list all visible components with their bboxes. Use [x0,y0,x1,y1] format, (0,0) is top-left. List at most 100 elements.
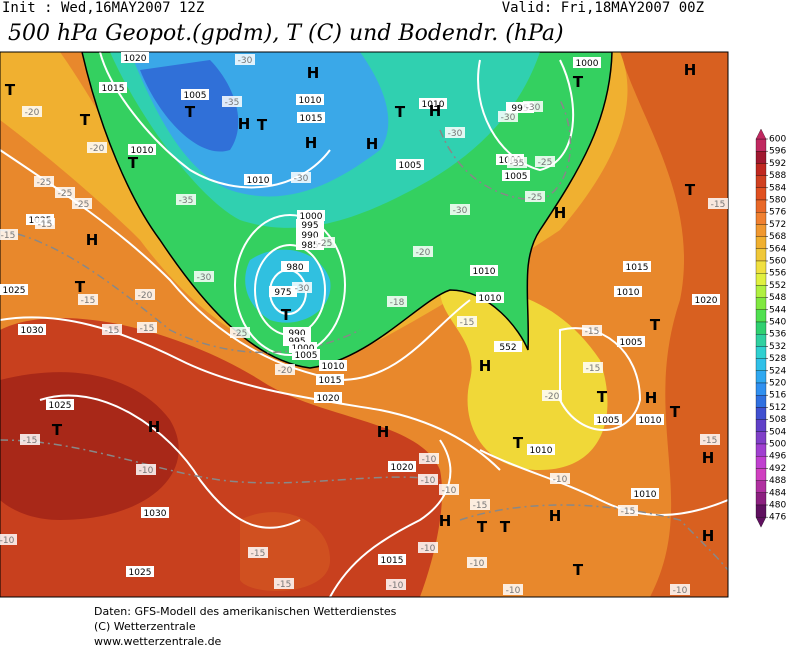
isotherm-label: -10 [139,466,154,476]
warm-region [620,52,728,597]
isobar-label-box [623,261,651,272]
legend-label: 524 [769,366,786,376]
isotherm-label-box [525,191,545,202]
legend-swatch [755,346,767,359]
legend-swatch [755,334,767,347]
isobar-label-box [297,112,325,123]
isotherm-label: -10 [0,536,15,546]
isobar-label: 975 [274,288,291,298]
legend-label: 564 [769,244,786,254]
isotherm-label: -15 [140,324,155,334]
pressure-center: H [479,357,492,375]
isobar-label-box [636,414,664,425]
isobar-label-box [296,219,324,230]
pressure-center: H [377,423,390,441]
isotherm-label: -30 [448,129,463,139]
legend-swatch [755,468,767,481]
isobar-label-box [314,392,342,403]
pressure-center: H [702,449,715,467]
isotherm-label-box [72,198,92,209]
isobar-label: 1010 [634,490,657,500]
isobar-label-box [283,327,311,338]
isotherm-label: -10 [506,586,521,596]
isotherm-label-box [413,246,433,257]
legend-label: 544 [769,305,786,315]
legend-swatch [755,382,767,396]
legend-arrow-top [755,128,767,140]
pressure-center: T [5,81,16,99]
map-area [0,52,728,597]
isotherm-label-box [498,111,518,122]
legend-label: 528 [769,354,786,364]
isobar-label: 1030 [144,509,167,519]
isobar-label: 1015 [319,376,342,386]
legend-label: 568 [769,232,786,242]
isotherm-label-box [418,542,438,553]
isotherm-label: -25 [528,193,543,203]
isotherm-label-box [248,547,268,558]
legend-swatch [755,407,767,420]
pressure-center: H [307,64,320,82]
isobar-label: 1020 [317,394,340,404]
legend-swatch [755,395,767,408]
isotherm-label-box [194,271,214,282]
isotherm-label-box [35,218,55,229]
isotherm-label: -15 [460,318,475,328]
isobar-label: 1015 [626,263,649,273]
isobar-label: 1010 [247,176,270,186]
legend-swatch [755,370,767,384]
isobar-label: 1010 [322,362,345,372]
legend-swatch [755,175,767,188]
legend-swatch [755,273,767,286]
isobar-label-box [502,170,530,181]
legend-swatch [755,431,767,445]
isobar-label: 1010 [479,294,502,304]
isotherm-label-box [315,237,335,248]
isotherm-label: -15 [585,327,600,337]
isobar-label: 995 [301,221,318,231]
isobar-label: 1005 [295,351,318,361]
isobar-label: 1015 [300,114,323,124]
legend-label: 476 [769,513,786,523]
isotherm-label: -10 [421,476,436,486]
isobar-label-box [141,507,169,518]
isobar-label: 985 [301,241,318,251]
color-legend: 600 596 592 588 584 580 576 572 568 564 560 556 552 5… [755,128,786,528]
isotherm-label: -10 [421,544,436,554]
isobar-label-box [614,286,642,297]
legend-label: 488 [769,476,786,486]
isobar-label-box [181,89,209,100]
legend-label: 500 [769,440,786,450]
isobar-label-box [296,229,324,240]
isotherm-label: -15 [473,501,488,511]
isobar-label-box [494,341,522,352]
isotherm-label: -25 [233,329,248,339]
isotherm-label-box [275,364,295,375]
isotherm-label-box [503,584,523,595]
legend-label: 496 [769,452,786,462]
isobar-label-box [281,261,309,272]
isotherm-label: -30 [501,113,516,123]
isotherm-label: -15 [81,296,96,306]
pressure-center: H [148,418,161,436]
isotherm-label-box [274,578,294,589]
isobar-label: 1005 [184,91,207,101]
pressure-center: H [645,389,658,407]
isotherm-label: -25 [58,189,73,199]
isotherm-label: -30 [294,174,309,184]
cold-core [140,60,239,152]
isotherm-label: -15 [23,436,38,446]
isotherm-label: -20 [25,108,40,118]
isobar-label-box [396,159,424,170]
isobar-label-box [296,94,324,105]
isobar-label-box [378,554,406,565]
legend-swatch [755,504,767,518]
isotherm-label: -25 [75,200,90,210]
isotherm-label-box [235,54,255,65]
isotherm-label: -10 [442,486,457,496]
isotherm-label: -20 [545,392,560,402]
isotherm-label: -10 [673,586,688,596]
isobar-label: 552 [499,343,516,353]
isotherm-label-box [78,294,98,305]
pressure-center: T [597,388,608,406]
